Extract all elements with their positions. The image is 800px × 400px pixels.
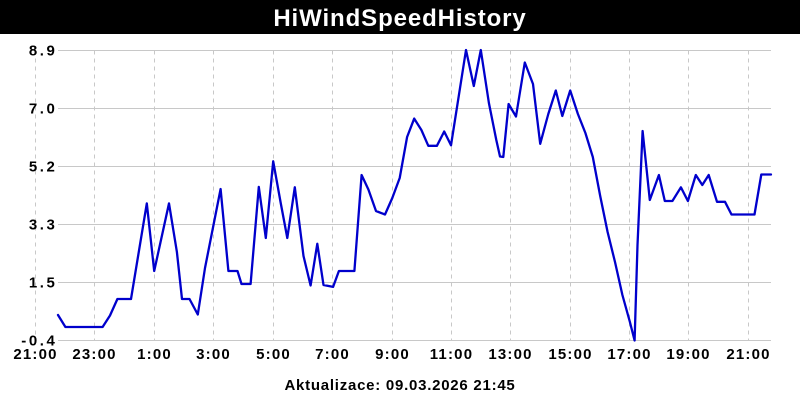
svg-text:Aktualizace: 09.03.2026 21:45: Aktualizace: 09.03.2026 21:45 — [284, 377, 515, 394]
svg-text:1.5: 1.5 — [29, 275, 58, 292]
svg-text:17:00: 17:00 — [607, 346, 651, 363]
svg-text:3:00: 3:00 — [196, 346, 231, 363]
svg-text:8.9: 8.9 — [29, 43, 58, 60]
svg-text:21:00: 21:00 — [13, 346, 57, 363]
svg-text:HiWindSpeedHistory: HiWindSpeedHistory — [273, 5, 526, 32]
svg-text:21:00: 21:00 — [726, 346, 770, 363]
svg-text:19:00: 19:00 — [666, 346, 710, 363]
svg-text:15:00: 15:00 — [548, 346, 592, 363]
svg-text:7.0: 7.0 — [29, 101, 58, 118]
svg-text:7:00: 7:00 — [315, 346, 350, 363]
svg-text:11:00: 11:00 — [430, 346, 474, 363]
svg-text:1:00: 1:00 — [137, 346, 172, 363]
svg-text:5.2: 5.2 — [29, 159, 58, 176]
svg-text:13:00: 13:00 — [488, 346, 532, 363]
svg-text:5:00: 5:00 — [256, 346, 291, 363]
svg-text:3.3: 3.3 — [29, 217, 58, 234]
svg-text:23:00: 23:00 — [72, 346, 116, 363]
svg-text:9:00: 9:00 — [375, 346, 410, 363]
svg-text:-0.4: -0.4 — [21, 333, 57, 350]
